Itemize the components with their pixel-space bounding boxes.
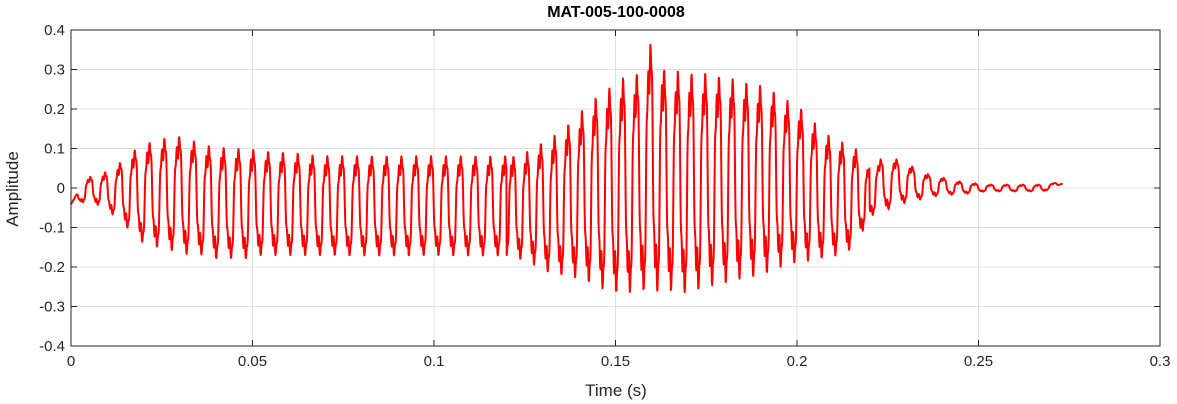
y-tick-label: -0.3 — [39, 299, 65, 316]
x-tick-label: 0 — [67, 353, 75, 370]
y-tick-label: 0.3 — [44, 62, 65, 79]
x-tick-label: 0.1 — [424, 353, 445, 370]
x-tick-label: 0.05 — [238, 353, 267, 370]
chart-title: MAT-005-100-0008 — [547, 4, 685, 21]
y-tick-label: -0.2 — [39, 259, 65, 276]
y-tick-label: 0 — [57, 180, 65, 197]
grid-lines — [70, 29, 1161, 347]
x-tick-label: 0.3 — [1150, 353, 1171, 370]
y-tick-label: -0.1 — [39, 220, 65, 237]
y-tick-label: 0.2 — [44, 101, 65, 118]
x-axis-label: Time (s) — [585, 381, 647, 400]
x-tick-labels: 0 0.05 0.1 0.15 0.2 0.25 0.3 — [67, 353, 1171, 370]
y-tick-label: 0.4 — [44, 22, 65, 39]
y-tick-labels: -0.4 -0.3 -0.2 -0.1 0 0.1 0.2 0.3 0.4 — [39, 22, 65, 355]
y-axis-label: Amplitude — [3, 151, 22, 227]
x-tick-label: 0.2 — [787, 353, 808, 370]
x-tick-label: 0.15 — [601, 353, 630, 370]
y-tick-label: -0.4 — [39, 338, 65, 355]
amplitude-signal-line — [70, 43, 1063, 294]
plot-area-border — [70, 29, 1161, 347]
x-tick-label: 0.25 — [964, 353, 993, 370]
y-tick-label: 0.1 — [44, 141, 65, 158]
